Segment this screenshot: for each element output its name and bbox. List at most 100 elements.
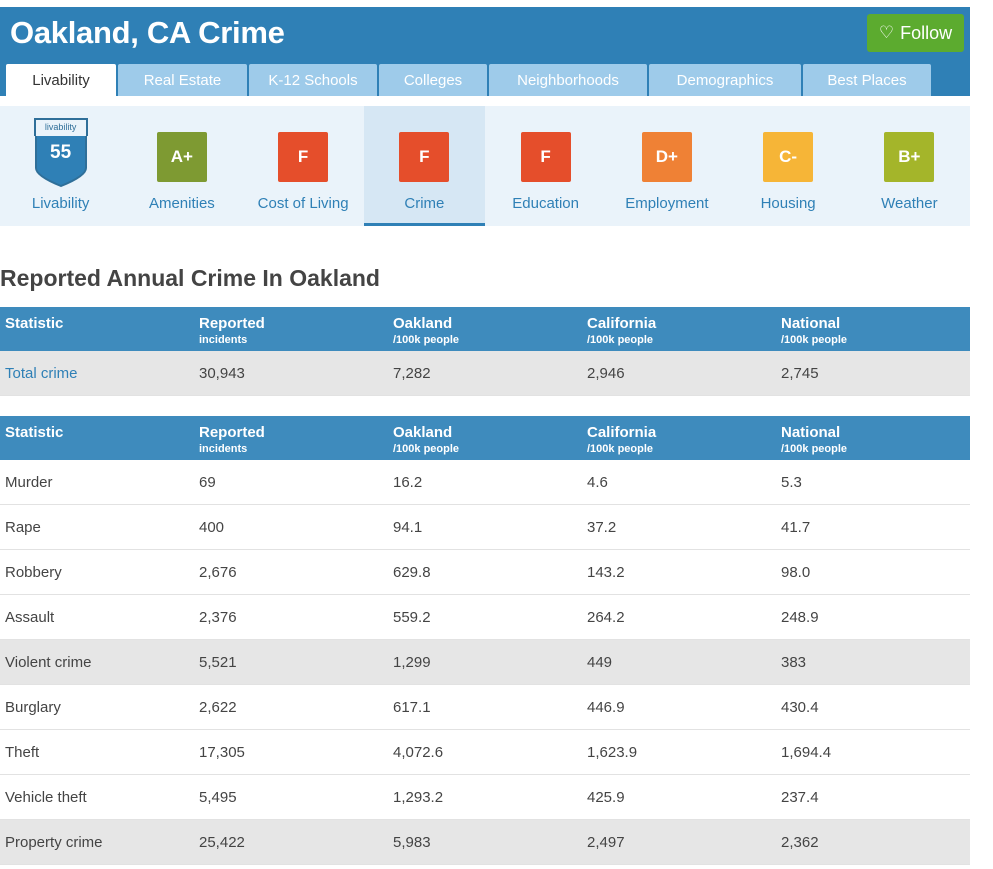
statistic-value: 264.2 <box>587 609 625 626</box>
table-cell: Total crime <box>0 351 194 395</box>
column-header: Oakland/100k people <box>388 416 582 460</box>
table-cell: 37.2 <box>582 505 776 549</box>
grade-badge: F <box>399 132 450 182</box>
grade-label: Education <box>512 195 579 212</box>
table-row: Total crime 30,943 7,282 2,946 2,745 <box>0 351 970 396</box>
table-cell: 94.1 <box>388 505 582 549</box>
statistic-value: 94.1 <box>393 519 423 536</box>
table-row: Rape 400 94.1 37.2 41.7 <box>0 505 970 550</box>
column-header: California/100k people <box>582 307 776 351</box>
total-crime-link[interactable]: Total crime <box>5 365 78 382</box>
statistic-value: 449 <box>587 654 613 671</box>
table-cell: 2,676 <box>194 550 388 594</box>
grade-employment[interactable]: D+ Employment <box>606 106 727 226</box>
table-header: Statistic Reported incidents Oakland/100k p… <box>0 307 970 351</box>
statistic-value: 2,622 <box>199 699 237 716</box>
table-cell: 2,362 <box>776 820 970 864</box>
table-cell: 1,299 <box>388 640 582 684</box>
tab-real-estate[interactable]: Real Estate <box>118 64 247 96</box>
table-cell: 2,946 <box>582 351 776 395</box>
follow-button[interactable]: ♡ Follow <box>867 14 964 52</box>
statistic-value: 446.9 <box>587 699 625 716</box>
column-header-label: Statistic <box>5 315 64 332</box>
grade-cost-of-living[interactable]: F Cost of Living <box>243 106 364 226</box>
table-cell: 430.4 <box>776 685 970 729</box>
table-cell: 264.2 <box>582 595 776 639</box>
tab-k-12-schools[interactable]: K-12 Schools <box>249 64 377 96</box>
grade-label: Cost of Living <box>257 195 349 212</box>
statistic-value: 2,745 <box>781 365 819 382</box>
table-cell: 69 <box>194 460 388 504</box>
table-cell: 2,376 <box>194 595 388 639</box>
grade-label: Crime <box>404 195 445 212</box>
table-cell: 17,305 <box>194 730 388 774</box>
column-header-unit: incidents <box>199 443 248 455</box>
statistic-value: 1,299 <box>393 654 431 671</box>
table-cell: Violent crime <box>0 640 194 684</box>
heart-icon: ♡ <box>878 23 895 42</box>
grade-livability[interactable]: livability 55 Livability <box>0 106 121 226</box>
statistic-value: 2,362 <box>781 834 819 851</box>
statistic-value: 2,676 <box>199 564 237 581</box>
tab-neighborhoods[interactable]: Neighborhoods <box>489 64 647 96</box>
table-cell: 25,422 <box>194 820 388 864</box>
statistic-label: Burglary <box>5 699 61 716</box>
tab-demographics[interactable]: Demographics <box>649 64 801 96</box>
statistic-value: 237.4 <box>781 789 819 806</box>
column-header-label: Oakland <box>393 424 453 441</box>
column-header-label: Statistic <box>5 424 64 441</box>
statistic-value: 37.2 <box>587 519 617 536</box>
table-row: Vehicle theft 5,495 1,293.2 425.9 237.4 <box>0 775 970 820</box>
table-cell: 449 <box>582 640 776 684</box>
section-title: Reported Annual Crime In Oakland <box>0 265 380 291</box>
grade-bar: livability 55 Livability A+ Amenities F Cos… <box>0 106 970 226</box>
statistic-value: 400 <box>199 519 225 536</box>
column-header-unit: /100k people <box>781 443 848 455</box>
table-cell: 5,495 <box>194 775 388 819</box>
grade-badge: F <box>278 132 329 182</box>
statistic-label: Violent crime <box>5 654 92 671</box>
grade-amenities[interactable]: A+ Amenities <box>121 106 242 226</box>
statistic-value: 383 <box>781 654 807 671</box>
table-row: Violent crime 5,521 1,299 449 383 <box>0 640 970 685</box>
column-header-unit: /100k people <box>587 443 654 455</box>
tab-livability[interactable]: Livability <box>6 64 116 96</box>
grade-label: Weather <box>881 195 938 212</box>
statistic-value: 2,376 <box>199 609 237 626</box>
table-cell: Property crime <box>0 820 194 864</box>
statistic-value: 4,072.6 <box>393 744 444 761</box>
column-header-unit: /100k people <box>393 334 460 346</box>
column-header: National/100k people <box>776 416 970 460</box>
table-cell: Burglary <box>0 685 194 729</box>
statistic-value: 98.0 <box>781 564 811 581</box>
statistic-value: 2,497 <box>587 834 625 851</box>
table-cell: 5,983 <box>388 820 582 864</box>
page-title: Oakland, CA Crime <box>10 15 285 50</box>
grade-housing[interactable]: C- Housing <box>728 106 849 226</box>
grade-education[interactable]: F Education <box>485 106 606 226</box>
statistic-value: 425.9 <box>587 789 625 806</box>
column-header-label: California <box>587 315 657 332</box>
statistic-value: 1,293.2 <box>393 789 444 806</box>
column-header: Oakland/100k people <box>388 307 582 351</box>
statistic-value: 143.2 <box>587 564 625 581</box>
table-cell: 2,745 <box>776 351 970 395</box>
statistic-value: 430.4 <box>781 699 819 716</box>
table-cell: 4.6 <box>582 460 776 504</box>
grade-weather[interactable]: B+ Weather <box>849 106 970 226</box>
grade-crime[interactable]: F Crime <box>363 106 485 226</box>
table-cell: 30,943 <box>194 351 388 395</box>
statistic-value: 559.2 <box>393 609 431 626</box>
statistic-label: Robbery <box>5 564 62 581</box>
table-cell: 5,521 <box>194 640 388 684</box>
table-cell: Murder <box>0 460 194 504</box>
table-row: Assault 2,376 559.2 264.2 248.9 <box>0 595 970 640</box>
grade-badge: C- <box>763 132 814 182</box>
tab-best-places[interactable]: Best Places <box>803 64 931 96</box>
grade-label: Amenities <box>148 195 215 212</box>
livability-shield-icon: livability 55 <box>33 118 88 188</box>
table-cell: 446.9 <box>582 685 776 729</box>
column-header: National/100k people <box>776 307 970 351</box>
tab-colleges[interactable]: Colleges <box>379 64 487 96</box>
statistic-value: 4.6 <box>587 474 608 491</box>
